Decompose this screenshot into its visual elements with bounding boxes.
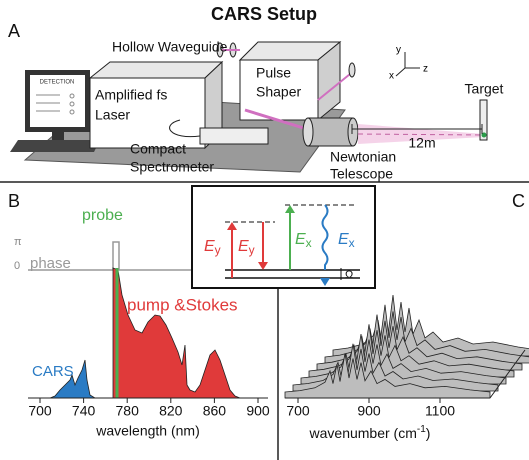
spectrum-drawing [28,241,268,399]
label: CARS [32,363,74,380]
label: phase [30,255,71,272]
label: x [389,71,394,82]
energy-diagram [191,185,376,289]
trace [284,353,491,399]
label: Newtonian [330,149,396,165]
field-label: Ey [238,238,255,257]
symbol: E [238,238,249,255]
label: Compact [130,141,186,157]
symbol: E [295,231,306,248]
axis [489,349,526,399]
field-label: Ex [338,231,355,250]
label-text: wavenumber (cm [309,425,417,441]
label: 12m [408,135,435,151]
x-axis-label: wavelength (nm) [95,423,200,439]
x-tick-label: 900 [357,403,381,419]
label: probe [82,207,123,224]
label: Telescope [330,166,393,182]
subscript: y [215,243,221,257]
x-axis-label: wavenumber (cm-1) [309,424,431,441]
panel-letter: B [8,191,20,211]
figure-title: CARS Setup [211,4,317,24]
field-label: Ey [204,238,221,257]
label: z [423,64,428,75]
label: Spectrometer [130,159,214,175]
subscript: x [349,236,355,250]
x-tick-label: 860 [203,403,227,419]
x-tick-label: 820 [159,403,183,419]
label-text: ) [426,425,431,441]
x-tick-label: 700 [286,403,310,419]
subscript: x [306,236,312,250]
omega-label: Ω [345,269,353,281]
x-tick-label: 740 [72,403,96,419]
x-tick-label: 1100 [425,403,455,419]
label: pump &Stokes [127,295,238,314]
label: π [14,236,22,248]
x-tick-label: 900 [246,403,270,419]
symbol: E [204,238,215,255]
label: y [396,45,401,56]
field-label: Ex [295,231,312,250]
x-axis: 700 900 1100 [286,398,455,419]
x-tick-label: 700 [28,403,52,419]
label: Laser [95,107,130,123]
subscript: y [249,243,255,257]
label: DETECTION [40,80,75,86]
setup-drawing [10,40,488,173]
panel-letter: C [512,191,525,211]
label: Shaper [256,84,301,100]
label: Amplified fs [95,87,167,103]
x-axis: 700 740 780 820 860 900 [28,398,270,419]
waterfall-drawing [284,294,529,399]
label: Hollow Waveguide [112,39,228,55]
label: Pulse [256,65,291,81]
label-sup: -1 [417,424,426,435]
panel-letter: A [8,21,20,41]
x-tick-label: 780 [116,403,140,419]
symbol: E [338,231,349,248]
label: Target [465,81,504,97]
label: 0 [14,260,20,272]
